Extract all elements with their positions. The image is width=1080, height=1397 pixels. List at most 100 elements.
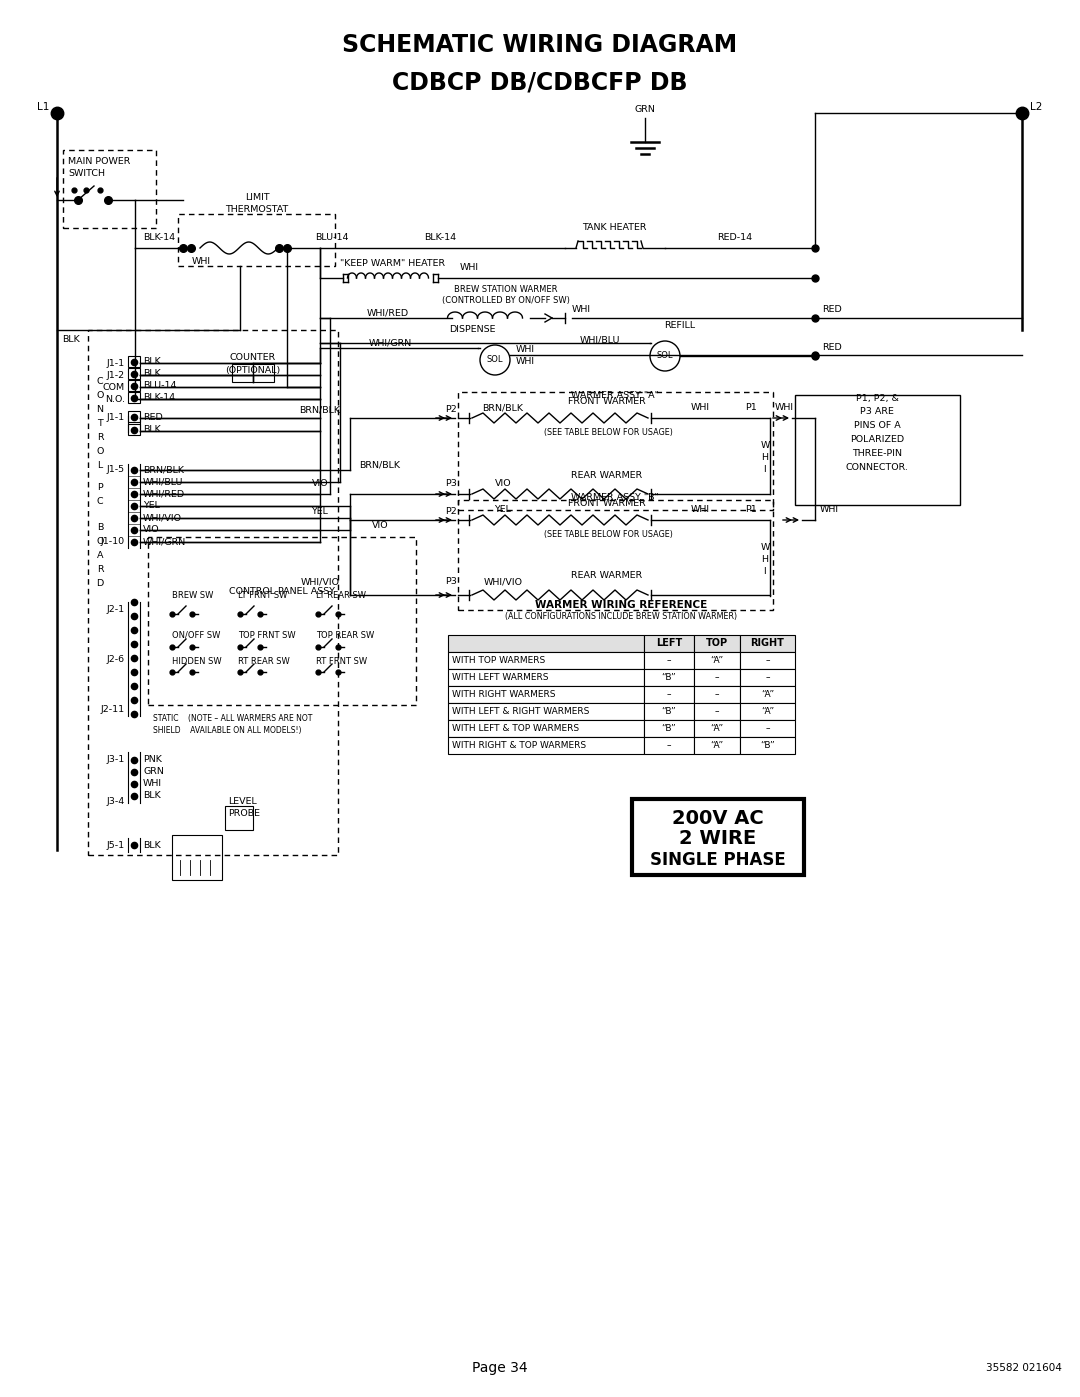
Bar	[448, 703, 644, 719]
Text: VIO: VIO	[372, 521, 389, 529]
Text: “B”: “B”	[760, 740, 774, 750]
Text: J1-1: J1-1	[107, 359, 125, 367]
Text: (ALL CONFIGURATIONS INCLUDE BREW STATION WARMER): (ALL CONFIGURATIONS INCLUDE BREW STATION…	[505, 612, 738, 622]
Text: –: –	[766, 724, 770, 733]
Text: H: H	[761, 453, 769, 461]
Text: MAIN POWER: MAIN POWER	[68, 158, 131, 166]
Text: RED: RED	[143, 412, 163, 422]
Text: J3-4: J3-4	[107, 798, 125, 806]
Bar	[644, 703, 694, 719]
Text: TOP REAR SW: TOP REAR SW	[316, 630, 375, 640]
Text: “B”: “B”	[662, 673, 676, 682]
Text: WHI: WHI	[460, 264, 480, 272]
Text: O: O	[96, 391, 104, 401]
Text: P1: P1	[745, 402, 757, 412]
Text: P3: P3	[445, 479, 457, 489]
Text: –: –	[666, 740, 672, 750]
Text: WHI: WHI	[516, 345, 535, 355]
Bar	[740, 719, 795, 738]
Text: BLK: BLK	[143, 358, 161, 366]
Text: WHI/VIO: WHI/VIO	[143, 514, 183, 522]
Text: CDBCP DB/CDBCFP DB: CDBCP DB/CDBCFP DB	[392, 70, 688, 94]
Bar	[644, 738, 694, 754]
Text: VIO: VIO	[312, 479, 328, 489]
Bar	[448, 652, 644, 669]
Text: RT REAR SW: RT REAR SW	[238, 658, 289, 666]
Text: TANK HEATER: TANK HEATER	[582, 224, 646, 232]
Text: (SEE TABLE BELOW FOR USAGE): (SEE TABLE BELOW FOR USAGE)	[543, 429, 673, 437]
Text: WHI/RED: WHI/RED	[143, 489, 185, 499]
Text: FRONT WARMER: FRONT WARMER	[568, 398, 646, 407]
Text: YEL: YEL	[143, 502, 160, 510]
Text: YEL: YEL	[311, 507, 328, 517]
Bar	[740, 636, 795, 652]
Text: COM: COM	[103, 383, 125, 391]
Text: REFILL: REFILL	[664, 320, 696, 330]
Text: GRN: GRN	[143, 767, 164, 777]
Text: SCHEMATIC WIRING DIAGRAM: SCHEMATIC WIRING DIAGRAM	[342, 34, 738, 57]
Text: –: –	[715, 673, 719, 682]
Text: RED: RED	[822, 306, 841, 314]
Text: WITH LEFT WARMERS: WITH LEFT WARMERS	[453, 673, 549, 682]
Text: GRN: GRN	[635, 106, 656, 115]
Text: BLU-14: BLU-14	[315, 232, 349, 242]
Text: CONNECTOR.: CONNECTOR.	[846, 464, 908, 472]
Text: C: C	[97, 497, 104, 507]
Text: LIMIT: LIMIT	[245, 194, 269, 203]
Text: O: O	[96, 447, 104, 457]
Text: N: N	[96, 405, 104, 415]
Text: COUNTER: COUNTER	[230, 353, 276, 362]
Bar	[694, 636, 740, 652]
Text: WHI: WHI	[143, 780, 162, 788]
Text: H: H	[761, 555, 769, 563]
Text: LT REAR SW: LT REAR SW	[316, 591, 366, 601]
Bar	[129, 367, 140, 379]
Text: J3-1: J3-1	[107, 756, 125, 764]
Text: LEFT: LEFT	[656, 638, 683, 648]
Text: A: A	[97, 550, 104, 560]
Text: “B”: “B”	[662, 724, 676, 733]
Text: Page 34: Page 34	[472, 1361, 528, 1375]
Bar	[694, 738, 740, 754]
Text: YEL: YEL	[495, 506, 512, 514]
Text: R: R	[97, 433, 104, 443]
Text: BRN/BLK: BRN/BLK	[360, 461, 401, 469]
Text: –: –	[766, 657, 770, 665]
Text: BLU-14: BLU-14	[143, 381, 176, 391]
Text: J1-5: J1-5	[107, 465, 125, 475]
Text: WHI: WHI	[775, 402, 794, 412]
Text: WHI: WHI	[690, 402, 710, 412]
Text: LEVEL: LEVEL	[228, 798, 257, 806]
Text: J1-2: J1-2	[107, 370, 125, 380]
Text: BLK: BLK	[143, 426, 161, 434]
Text: THREE-PIN: THREE-PIN	[852, 450, 902, 458]
Text: SWITCH: SWITCH	[68, 169, 105, 179]
Text: P1, P2, &: P1, P2, &	[855, 394, 899, 402]
Text: P2: P2	[445, 405, 457, 415]
Bar	[129, 393, 140, 402]
Text: I: I	[764, 464, 767, 474]
Text: BLK-14: BLK-14	[143, 233, 175, 243]
Text: RED-14: RED-14	[717, 232, 753, 242]
Text: WARMER WIRING REFERENCE: WARMER WIRING REFERENCE	[536, 599, 707, 610]
Text: “A”: “A”	[761, 707, 774, 717]
Text: P3 ARE: P3 ARE	[860, 408, 894, 416]
Bar	[172, 835, 222, 880]
Text: WITH LEFT & TOP WARMERS: WITH LEFT & TOP WARMERS	[453, 724, 579, 733]
Text: WARMER ASSY "B": WARMER ASSY "B"	[571, 493, 659, 503]
Text: WHI/GRN: WHI/GRN	[368, 338, 411, 348]
Bar	[448, 636, 644, 652]
Text: –: –	[715, 707, 719, 717]
Text: WHI/GRN: WHI/GRN	[143, 538, 186, 546]
Text: I: I	[764, 567, 767, 576]
Text: “B”: “B”	[662, 707, 676, 717]
Text: SINGLE PHASE: SINGLE PHASE	[650, 851, 786, 869]
Bar	[644, 636, 694, 652]
Text: L1: L1	[37, 102, 49, 112]
Text: VIO: VIO	[143, 525, 160, 535]
Text: SHIELD    AVAILABLE ON ALL MODELS!): SHIELD AVAILABLE ON ALL MODELS!)	[153, 725, 301, 735]
Text: TOP FRNT SW: TOP FRNT SW	[238, 630, 296, 640]
Text: WHI: WHI	[572, 306, 591, 314]
Text: (SEE TABLE BELOW FOR USAGE): (SEE TABLE BELOW FOR USAGE)	[543, 531, 673, 539]
Text: RED: RED	[822, 344, 841, 352]
